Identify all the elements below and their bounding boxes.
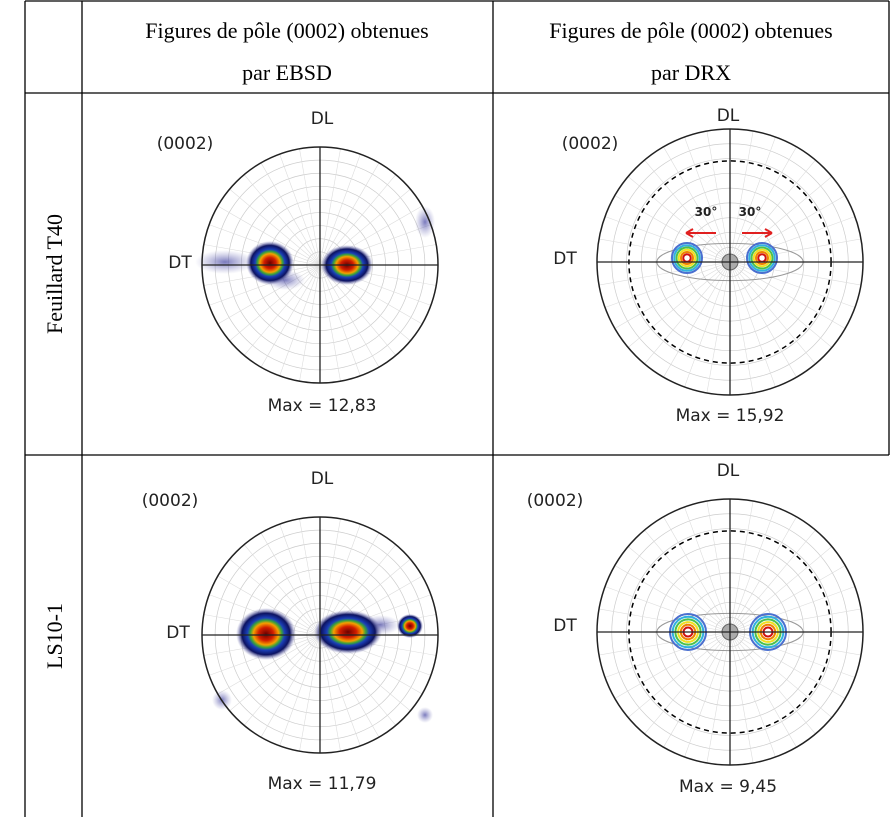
pole-label: (0002)	[562, 134, 619, 154]
contour-ring	[675, 246, 699, 270]
density-blob	[314, 610, 382, 654]
table-lines	[24, 0, 890, 817]
contour-ring	[750, 246, 774, 270]
pole-label: (0002)	[157, 134, 214, 154]
angle-label: 30°	[739, 205, 762, 219]
contour-ring	[673, 244, 701, 272]
density-haze	[195, 250, 255, 274]
pole-figure: DL (0002) DT Max = 9,45	[527, 461, 864, 797]
header-cell: Figures de pôle (0002) obtenues	[549, 18, 833, 43]
contour-ring	[752, 248, 772, 268]
row-label: LS10-1	[42, 603, 67, 669]
pole-label: DT	[553, 616, 577, 636]
pole-label: DL	[717, 106, 740, 126]
contour-ring	[682, 253, 692, 263]
outline	[201, 146, 439, 384]
outline	[201, 516, 439, 754]
angle-label: 30°	[695, 205, 718, 219]
pole-label: (0002)	[527, 491, 584, 511]
density-blob	[236, 608, 296, 660]
header-cell: par EBSD	[242, 60, 332, 85]
pole-figure: 30° 30° DL (0002) DT Max = 15,92	[553, 106, 864, 426]
header-cell: Figures de pôle (0002) obtenues	[145, 18, 429, 43]
pole-label: Max = 9,45	[679, 777, 777, 797]
pole-label: DL	[311, 469, 334, 489]
pole-label: Max = 12,83	[268, 396, 377, 416]
outline	[596, 128, 864, 396]
pole-label: DT	[553, 249, 577, 269]
contour-ring	[757, 253, 767, 263]
pole-label: DT	[168, 253, 192, 273]
density-haze	[417, 707, 433, 723]
density-blob	[397, 614, 423, 638]
pole-label: Max = 11,79	[268, 774, 377, 794]
pole-figure: DL (0002) DT Max = 12,83	[157, 109, 439, 416]
contour-ring	[748, 244, 776, 272]
pole-label: DL	[717, 461, 740, 481]
header-cell: par DRX	[651, 60, 731, 85]
density-haze	[415, 206, 435, 238]
pole-label: DT	[166, 623, 190, 643]
outline	[596, 498, 864, 766]
pole-label: DL	[311, 109, 334, 129]
pole-label: Max = 15,92	[676, 406, 785, 426]
arrow	[685, 228, 716, 238]
contour-ring	[677, 248, 697, 268]
pole-label: (0002)	[142, 491, 199, 511]
contour-ring	[671, 242, 703, 274]
pole-figure: DL (0002) DT Max = 11,79	[142, 469, 439, 794]
contour-ring	[746, 242, 778, 274]
contour-ring	[680, 251, 694, 265]
row-label: Feuillard T40	[42, 214, 67, 334]
density-blob	[246, 241, 294, 285]
arrow	[742, 228, 773, 238]
contour-ring	[755, 251, 769, 265]
